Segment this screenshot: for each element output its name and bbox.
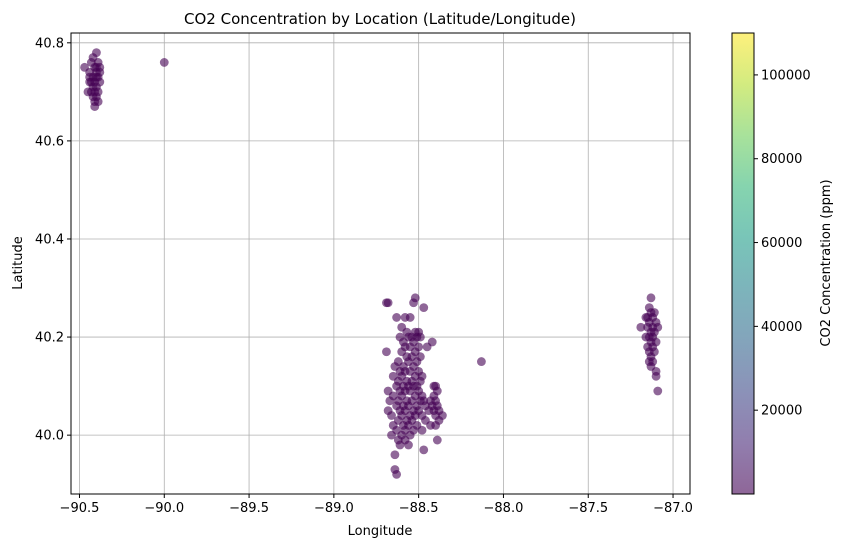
x-tick-label: −89.0 (314, 501, 354, 516)
data-point (432, 386, 442, 396)
x-tick-label: −88.0 (484, 501, 524, 516)
data-point (414, 342, 424, 352)
colorbar-tick-label: 40000 (761, 320, 802, 335)
x-tick-label: −90.0 (144, 501, 184, 516)
data-point (392, 469, 402, 479)
data-point (90, 87, 100, 97)
chart-title: CO2 Concentration by Location (Latitude/… (184, 10, 576, 28)
data-point (410, 293, 420, 303)
data-point (653, 386, 663, 396)
data-point (92, 62, 101, 72)
colorbar-tick-label: 60000 (761, 236, 802, 251)
data-point (646, 293, 656, 303)
data-point (649, 308, 659, 317)
data-point (427, 337, 437, 347)
data-point (653, 322, 663, 332)
y-tick-label: 40.2 (35, 331, 64, 346)
plot-area-frame (70, 32, 691, 495)
x-tick-label: −87.0 (653, 501, 693, 516)
data-point (651, 371, 661, 381)
x-axis-label: Longitude (348, 524, 413, 539)
data-point (648, 357, 658, 366)
data-point (92, 48, 101, 58)
x-tick-label: −88.5 (399, 501, 439, 516)
data-point (415, 352, 425, 362)
data-point (643, 313, 653, 322)
data-point (417, 425, 427, 435)
colorbar-label: CO2 Concentration (ppm) (819, 179, 834, 346)
data-point (415, 332, 425, 342)
y-tick-label: 40.6 (35, 134, 64, 149)
data-point (390, 450, 400, 460)
x-axis-ticks: −90.5 −90.0 −89.5 −89.0 −88.5 −88.0 −87.5 −87.0 (60, 494, 693, 516)
x-tick-label: −89.5 (229, 501, 269, 516)
data-point (382, 347, 391, 357)
y-tick-label: 40.4 (35, 232, 64, 247)
data-point (159, 58, 169, 67)
x-tick-label: −87.5 (568, 501, 608, 516)
data-point (387, 411, 396, 420)
colorbar-tick-label: 80000 (761, 152, 802, 167)
data-point (649, 347, 659, 357)
grid-lines (71, 33, 690, 494)
colorbar-ticks: 20000 40000 60000 80000 100000 (754, 68, 811, 419)
data-point (419, 445, 429, 455)
data-point (417, 371, 427, 381)
x-tick-label: −90.5 (60, 501, 100, 516)
data-point (404, 440, 413, 450)
data-point (651, 337, 661, 347)
data-point (93, 97, 103, 107)
data-point (477, 357, 486, 366)
data-point (432, 435, 442, 445)
data-points (80, 48, 663, 479)
y-axis-label: Latitude (11, 236, 26, 290)
y-tick-label: 40.8 (35, 36, 64, 51)
data-point (438, 411, 447, 420)
colorbar-tick-label: 20000 (761, 404, 802, 419)
colorbar-gradient (732, 33, 754, 494)
colorbar-tick-label: 100000 (761, 68, 811, 83)
data-point (405, 313, 415, 322)
data-point (92, 72, 101, 82)
colorbar-frame (731, 32, 755, 495)
y-axis-ticks: 40.0 40.2 40.4 40.6 40.8 (35, 36, 71, 444)
data-point (392, 313, 402, 322)
data-point (383, 298, 393, 308)
data-point (636, 322, 646, 332)
data-point (419, 303, 429, 313)
y-tick-label: 40.0 (35, 429, 64, 444)
